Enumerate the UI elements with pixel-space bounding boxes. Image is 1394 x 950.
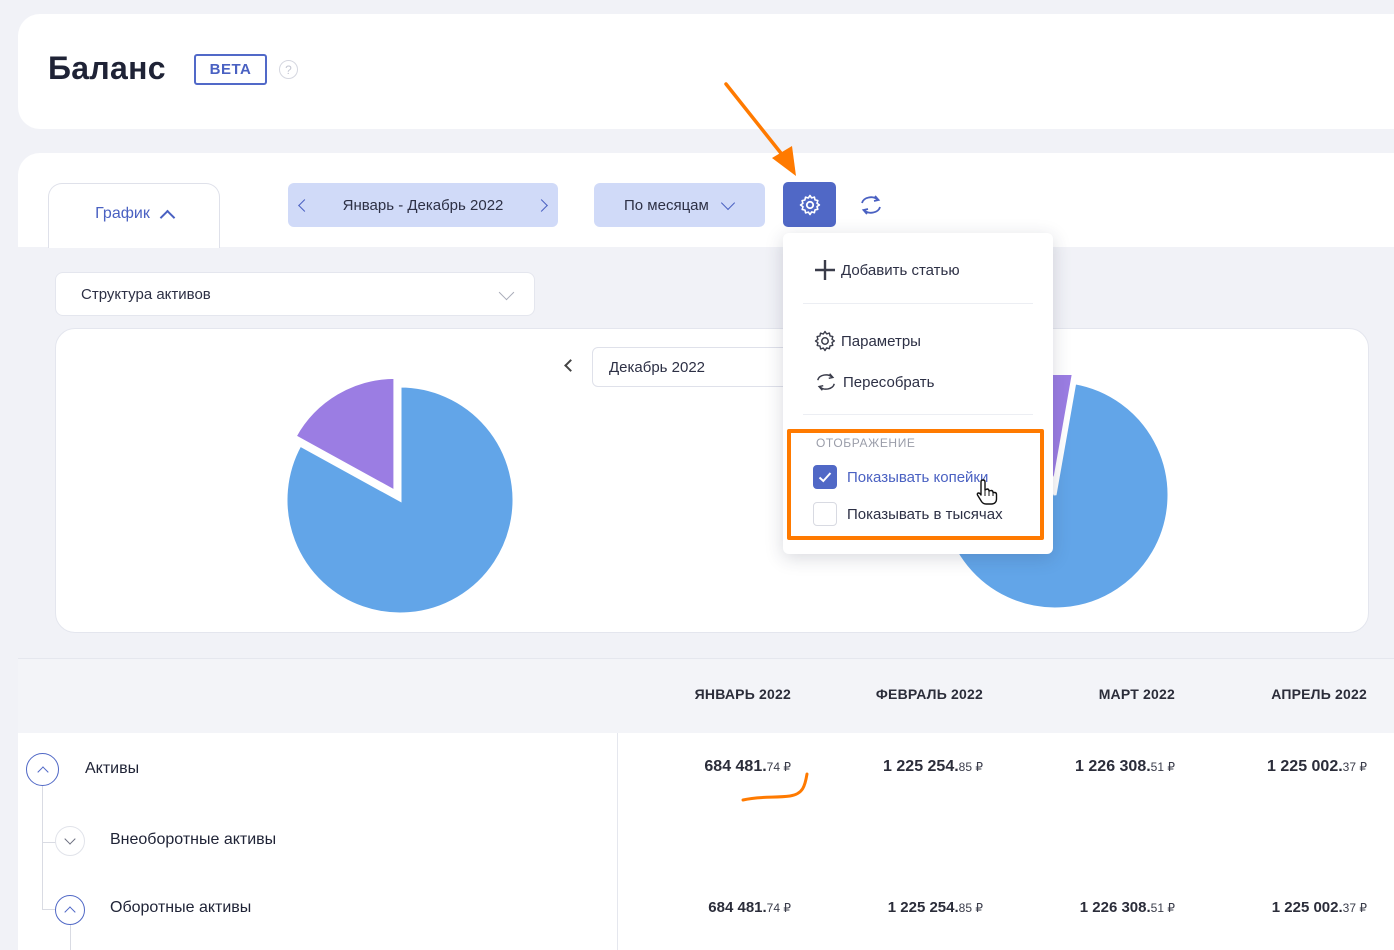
annotation-highlight-box: [787, 429, 1044, 540]
show-thousands-option[interactable]: Показывать в тысячах: [813, 502, 1003, 526]
collapse-assets-button[interactable]: [26, 753, 59, 786]
tree-line: [42, 786, 43, 910]
chevron-up-icon: [159, 209, 176, 225]
show-kopecks-option[interactable]: Показывать копейки: [813, 465, 988, 489]
gear-icon: [799, 194, 820, 215]
pie-chart-left: [284, 375, 516, 616]
value-cell: 1 225 002.37 ₽: [1271, 899, 1367, 916]
menu-item-add[interactable]: Добавить статью: [813, 258, 960, 282]
settings-dropdown: Добавить статью Параметры Пересобрать ОТ…: [783, 233, 1053, 554]
tab-chart[interactable]: График: [48, 183, 220, 248]
refresh-button[interactable]: [855, 190, 887, 220]
value-cell: 1 226 308.51 ₽: [1079, 899, 1175, 916]
prev-period-icon[interactable]: [298, 198, 311, 212]
column-header: ФЕВРАЛЬ 2022: [875, 686, 983, 702]
row-label-noncurrent-assets: Внеоборотные активы: [110, 831, 277, 848]
menu-section-title: ОТОБРАЖЕНИЕ: [816, 436, 916, 450]
tree-line: [42, 842, 56, 843]
value-cell: 684 481.74 ₽: [704, 758, 791, 775]
menu-item-params[interactable]: Параметры: [813, 329, 921, 353]
row-label-current-assets: Оборотные активы: [110, 899, 252, 916]
annotation-arrow-icon: [724, 82, 796, 176]
grouping-label: По месяцам: [624, 196, 709, 214]
value-cell: 684 481.74 ₽: [708, 899, 791, 916]
help-icon[interactable]: ?: [279, 60, 298, 79]
grouping-dropdown[interactable]: По месяцам: [594, 183, 765, 227]
page-title: Баланс: [48, 50, 166, 86]
value-cell: 1 225 254.85 ₽: [883, 758, 983, 775]
expand-noncurrent-assets-button[interactable]: [55, 826, 85, 856]
chevron-down-icon: [64, 833, 76, 845]
value-cell: 1 225 254.85 ₽: [887, 899, 983, 916]
period-selector: Январь - Декабрь 2022: [288, 183, 558, 227]
column-header: ЯНВАРЬ 2022: [694, 686, 791, 702]
row-label-assets: Активы: [85, 760, 140, 777]
plus-icon: [815, 260, 835, 280]
value-cell: 1 226 308.51 ₽: [1075, 758, 1175, 775]
show-thousands-label: Показывать в тысячах: [847, 505, 1003, 523]
show-thousands-checkbox[interactable]: [813, 502, 837, 526]
menu-divider: [803, 414, 1033, 415]
chevron-up-icon: [36, 765, 49, 778]
check-icon: [818, 472, 832, 483]
value-cell: 1 225 002.37 ₽: [1267, 758, 1367, 775]
gear-icon: [814, 330, 836, 352]
menu-item-add-label: Добавить статью: [841, 261, 960, 279]
tree-line: [70, 925, 71, 950]
show-kopecks-checkbox[interactable]: [813, 465, 837, 489]
pie-slice: [292, 375, 397, 494]
chevron-down-icon: [498, 284, 515, 300]
refresh-icon: [817, 373, 835, 391]
column-divider: [617, 733, 618, 950]
chevron-down-icon: [720, 195, 735, 211]
month-select-value: Декабрь 2022: [609, 358, 706, 376]
header-card: [18, 14, 1394, 129]
table-header: [18, 658, 1394, 733]
menu-item-params-label: Параметры: [841, 332, 921, 350]
tab-chart-label: График: [95, 205, 150, 222]
refresh-icon: [861, 195, 881, 215]
column-header: МАРТ 2022: [1098, 686, 1175, 702]
tree-line: [42, 909, 55, 910]
column-header: АПРЕЛЬ 2022: [1271, 686, 1367, 702]
structure-select[interactable]: Структура активов: [55, 272, 535, 316]
beta-badge: BETA: [194, 54, 267, 85]
menu-item-rebuild-label: Пересобрать: [843, 373, 935, 391]
pie-slice: [284, 384, 516, 616]
collapse-current-assets-button[interactable]: [55, 895, 85, 925]
menu-divider: [803, 303, 1033, 304]
hand-cursor-icon: [976, 479, 998, 505]
show-kopecks-label: Показывать копейки: [847, 468, 989, 486]
chevron-up-icon: [64, 906, 76, 918]
period-label[interactable]: Январь - Декабрь 2022: [342, 196, 504, 214]
next-period-icon[interactable]: [535, 198, 548, 212]
menu-item-rebuild[interactable]: Пересобрать: [813, 371, 934, 393]
month-select[interactable]: Декабрь 2022: [592, 347, 802, 387]
settings-button[interactable]: [783, 182, 836, 227]
structure-select-value: Структура активов: [81, 285, 211, 303]
annotation-underline: [741, 772, 809, 802]
